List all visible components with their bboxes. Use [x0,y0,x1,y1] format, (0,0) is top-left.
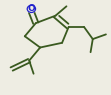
Circle shape [27,5,36,12]
Text: O: O [28,4,35,13]
